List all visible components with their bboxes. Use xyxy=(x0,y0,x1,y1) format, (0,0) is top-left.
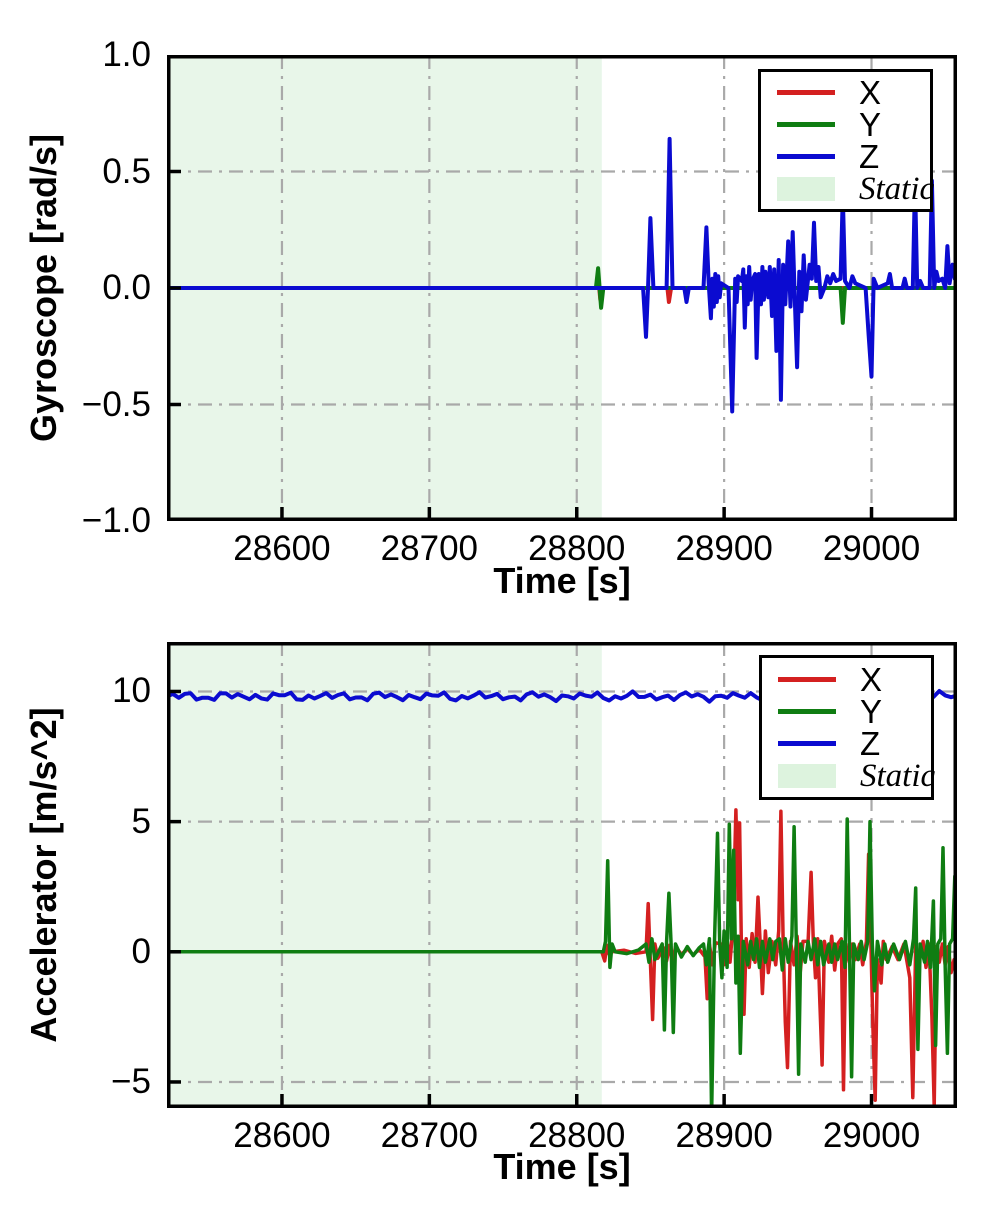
accelerator-legend: X Y Z Static xyxy=(759,655,935,800)
legend-label-static: Static xyxy=(860,757,936,794)
legend-label-x: X xyxy=(860,660,883,698)
gyroscope-xtick-label-28600: 28600 xyxy=(233,529,331,568)
accelerator-xtick-label-28800: 28800 xyxy=(528,1116,626,1155)
gyroscope-xtick-label-28900: 28900 xyxy=(675,529,773,568)
gyroscope-spines xyxy=(167,55,957,521)
legend-label-z: Z xyxy=(859,137,880,175)
accelerator-spines xyxy=(167,642,957,1108)
gyroscope-ytick-label-1.0: 1.0 xyxy=(102,35,151,74)
gyroscope-ytick-label-0.5: 0.5 xyxy=(102,151,151,191)
gyroscope-ytick-label-−1.0: −1.0 xyxy=(81,501,151,540)
accelerator-series-y xyxy=(167,817,957,1108)
legend-patch-swatch-static xyxy=(777,176,835,201)
gyroscope-series-z xyxy=(167,136,957,414)
legend-label-y: Y xyxy=(860,692,883,730)
legend-line-swatch-y xyxy=(778,709,836,714)
gyroscope-ytick-label-0.0: 0.0 xyxy=(102,268,151,307)
legend-line-swatch-z xyxy=(778,741,836,746)
legend-line-swatch-x xyxy=(777,90,835,95)
accelerator-xlabel: Time [s] xyxy=(493,1146,631,1187)
gyroscope-xlabel: Time [s] xyxy=(493,560,631,601)
accelerator-xtick-label-28600: 28600 xyxy=(233,1116,331,1155)
accelerator-ytick-label-5: 5 xyxy=(131,801,151,841)
accelerator-plot-area xyxy=(167,642,957,1108)
gyroscope-legend-entry-z: Z xyxy=(777,137,914,175)
legend-label-x: X xyxy=(859,73,882,111)
legend-label-static: Static xyxy=(859,170,935,207)
gyroscope-ytick-label-−0.5: −0.5 xyxy=(81,384,151,424)
accelerator-xtick-label-28700: 28700 xyxy=(380,1116,479,1155)
gyroscope-ylabel: Gyroscope [rad/s] xyxy=(23,133,64,443)
accelerator-ytick-label-10: 10 xyxy=(112,671,151,711)
accelerator-ytick-label-−5: −5 xyxy=(111,1061,151,1101)
gyroscope-xtick-label-29000: 29000 xyxy=(822,529,921,568)
accelerator-legend-entry-y: Y xyxy=(778,692,915,730)
accelerator-static-region xyxy=(167,642,602,1108)
accelerator-legend-entry-static: Static xyxy=(778,759,935,792)
legend-line-swatch-y xyxy=(777,122,835,127)
gyroscope-legend-entry-y: Y xyxy=(777,105,914,143)
legend-line-swatch-x xyxy=(778,677,836,682)
accelerator-ytick-label-0: 0 xyxy=(131,931,151,971)
accelerator-xtick-label-28900: 28900 xyxy=(675,1116,773,1155)
legend-line-swatch-z xyxy=(777,154,835,159)
gyroscope-plot-area xyxy=(167,55,957,521)
gyroscope-legend-entry-static: Static xyxy=(777,172,934,205)
gyroscope-xtick-label-28700: 28700 xyxy=(380,529,479,568)
legend-patch-swatch-static xyxy=(778,763,836,788)
gyroscope-legend-entry-x: X xyxy=(777,73,914,111)
accelerator-ylabel: Accelerator [m/s^2] xyxy=(23,707,64,1043)
gyroscope-legend: X Y Z Static xyxy=(758,69,934,212)
accelerator-xtick-label-29000: 29000 xyxy=(822,1116,921,1155)
legend-label-y: Y xyxy=(859,105,882,143)
accelerator-legend-entry-z: Z xyxy=(778,724,915,762)
gyroscope-xtick-label-28800: 28800 xyxy=(528,529,626,568)
accelerator-legend-entry-x: X xyxy=(778,660,915,698)
legend-label-z: Z xyxy=(860,724,881,762)
